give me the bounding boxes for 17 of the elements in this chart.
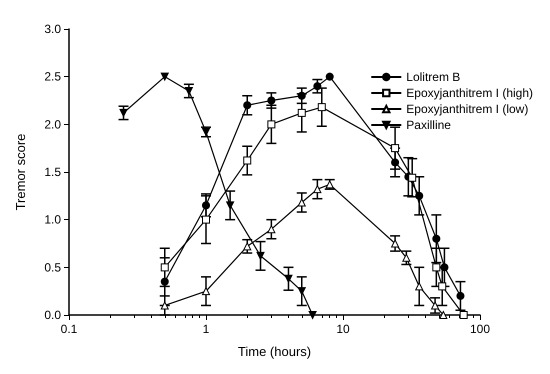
legend-label: Paxilline [406,118,452,132]
y-tick-label: 1.0 [44,212,62,227]
y-tick-label: 0.0 [44,308,62,322]
y-tick-label: 2.5 [44,70,62,84]
legend-label: Epoxyjanthitrem I (high) [406,86,534,100]
x-tick-label: 0.1 [60,322,78,336]
x-axis-title: Time (hours) [238,344,312,359]
y-tick-label: 1.5 [44,165,62,179]
y-tick-label: 0.5 [44,260,62,274]
y-tick-label: 3.0 [44,22,62,36]
y-tick-label: 2.0 [44,117,62,132]
legend-label: Lolitrem B [406,70,460,84]
x-tick-label: 1 [202,322,210,336]
y-axis-title: Tremor score [13,134,28,210]
legend-label: Epoxyjanthitrem I (low) [406,102,528,116]
x-tick-label: 10 [336,322,350,336]
x-tick-label: 100 [470,322,490,336]
